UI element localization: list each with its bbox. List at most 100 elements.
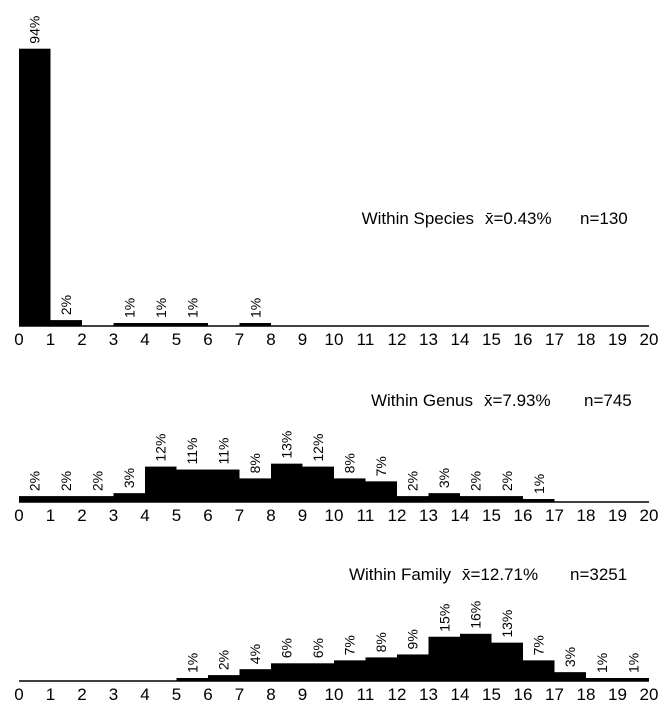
bar-value-label: 3% [436,468,452,488]
bar-value-label: 13% [499,610,515,638]
x-tick-label: 14 [451,330,470,349]
histogram-bar [208,675,240,681]
x-tick-label: 20 [640,506,659,525]
bar-value-label: 1% [184,653,200,673]
x-tick-label: 9 [298,330,307,349]
histogram-bar [460,496,492,502]
histogram-bar [523,660,555,681]
x-tick-label: 12 [388,506,407,525]
histogram-bar [271,663,303,681]
x-tick-label: 1 [46,685,55,704]
bar-value-label: 4% [247,644,263,664]
bar-value-label: 16% [468,601,484,629]
histogram-bar [145,323,177,326]
x-tick-label: 18 [577,330,596,349]
x-tick-label: 17 [545,330,564,349]
x-tick-label: 3 [109,330,118,349]
bar-value-label: 1% [594,653,610,673]
bar-value-label: 1% [184,298,200,318]
histogram-bar [586,678,618,681]
x-tick-label: 19 [608,685,627,704]
panel-genus-n: n=745 [584,391,632,410]
x-tick-label: 8 [266,330,275,349]
panel-genus-title: Within Genus [371,391,473,410]
bar-value-label: 1% [625,653,641,673]
x-tick-label: 7 [235,330,244,349]
bar-value-label: 3% [562,647,578,667]
x-tick-label: 5 [172,506,181,525]
x-tick-label: 5 [172,685,181,704]
bar-value-label: 1% [121,298,137,318]
bar-value-label: 3% [121,468,137,488]
panel-species-title: Within Species [362,209,474,228]
x-tick-label: 2 [77,506,86,525]
x-tick-label: 14 [451,685,470,704]
x-tick-label: 6 [203,685,212,704]
histogram-bar [271,463,303,502]
x-tick-label: 14 [451,506,470,525]
x-tick-label: 18 [577,506,596,525]
bar-value-label: 2% [58,295,74,315]
histogram-bar [491,642,523,681]
bar-value-label: 8% [247,453,263,473]
bar-value-label: 2% [405,471,421,491]
x-tick-label: 1 [46,506,55,525]
x-tick-label: 20 [640,685,659,704]
x-tick-label: 0 [14,685,23,704]
panel-family-n: n=3251 [570,565,627,584]
bar-value-label: 11% [216,438,232,465]
x-tick-label: 6 [203,330,212,349]
bar-value-label: 2% [27,471,43,491]
histogram-bar [397,496,429,502]
histogram-bar [113,493,145,502]
x-tick-label: 19 [608,330,627,349]
bar-value-label: 1% [247,298,263,318]
bar-value-label: 6% [279,638,295,658]
bar-value-label: 2% [468,471,484,491]
x-tick-label: 4 [140,506,149,525]
histogram-bar [239,478,271,502]
bar-value-label: 2% [499,471,515,491]
bar-value-label: 6% [310,638,326,658]
panel-genus-mean: x̄=7.93% [484,391,551,410]
histogram-bar [50,320,82,326]
panel-species-mean: x̄=0.43% [485,209,552,228]
histogram-bar [334,478,366,502]
histogram-bar [208,469,240,502]
bar-value-label: 7% [373,456,389,476]
x-tick-label: 6 [203,506,212,525]
histogram-bar [302,466,334,502]
histogram-bar [554,672,586,681]
panel-species: Within Species x̄=0.43% n=130 94% 2% 1% 1% 1… [14,16,658,349]
histogram-bar [113,323,145,326]
x-tick-label: 7 [235,506,244,525]
x-tick-label: 13 [419,506,438,525]
x-tick-label: 3 [109,685,118,704]
histogram-bar [397,654,429,681]
x-tick-label: 9 [298,506,307,525]
bar-value-label: 15% [436,604,452,632]
x-tick-label: 13 [419,685,438,704]
histogram-bar [334,660,366,681]
bar-value-label: 2% [90,471,106,491]
bar-value-label: 12% [153,434,169,462]
histogram-bar [302,663,334,681]
x-tick-label: 3 [109,506,118,525]
x-tick-label: 11 [357,685,375,704]
x-tick-label: 1 [46,330,55,349]
histogram-bar [176,323,208,326]
bar-value-label: 2% [216,650,232,670]
bar-value-label: 13% [279,431,295,459]
histogram-bar [145,466,177,502]
x-tick-label: 12 [388,685,407,704]
x-tick-label: 20 [640,330,659,349]
x-tick-label: 16 [514,506,533,525]
histogram-bar [617,678,649,681]
x-tick-label: 4 [140,685,149,704]
x-tick-label: 13 [419,330,438,349]
bar-value-label: 94% [27,16,43,44]
histogram-bar [176,469,208,502]
x-tick-label: 0 [14,330,23,349]
x-tick-label: 16 [514,685,533,704]
